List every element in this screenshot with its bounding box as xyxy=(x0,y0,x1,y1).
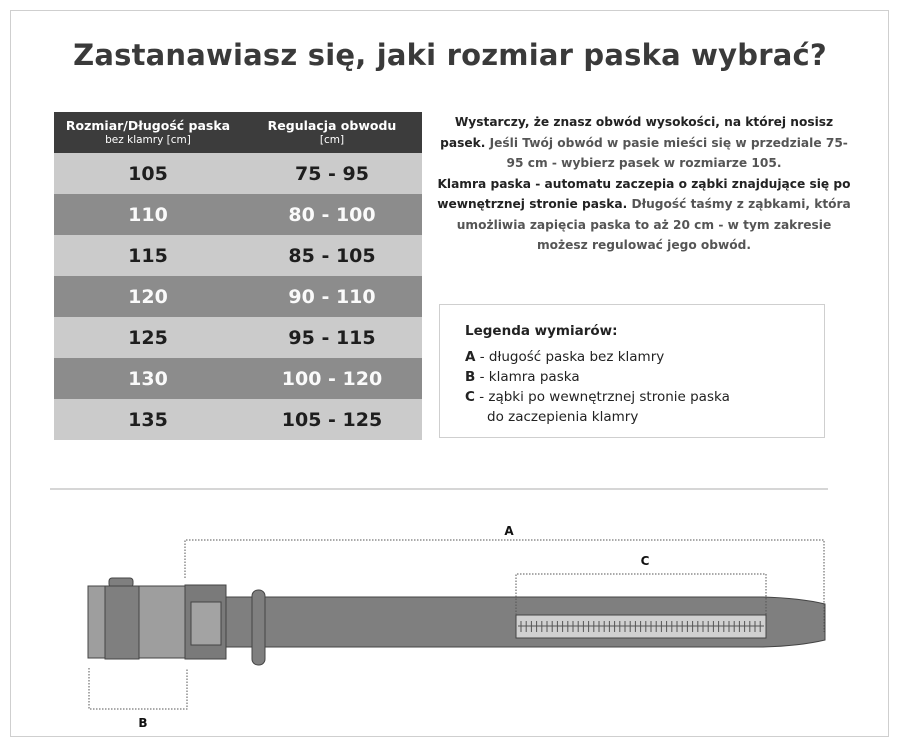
desc-part: Wystarczy, że znasz obwód wysokości, na … xyxy=(440,115,834,150)
legend-item: B - klamra paska xyxy=(465,369,580,385)
legend-title: Legenda wymiarów: xyxy=(465,323,618,339)
legend-item: A - długość paska bez klamry xyxy=(465,349,665,365)
table-row: 110 80 - 100 xyxy=(54,194,422,235)
buckle-band xyxy=(104,585,140,660)
divider xyxy=(50,488,828,490)
page-frame xyxy=(10,10,889,737)
header-range: Regulacja obwodu [cm] xyxy=(242,112,422,153)
size-table: Rozmiar/Długość paska bez klamry [cm] Reg… xyxy=(54,112,422,440)
size-cell: 120 xyxy=(54,276,242,317)
label-c: C xyxy=(641,554,650,568)
range-cell: 105 - 125 xyxy=(242,399,422,440)
dimension-legend: Legenda wymiarów: A - długość paska bez … xyxy=(439,304,825,438)
teeth-ticks xyxy=(520,621,761,632)
description-text: Wystarczy, że znasz obwód wysokości, na … xyxy=(432,112,856,256)
range-cell: 75 - 95 xyxy=(242,153,422,194)
desc-part: Jeśli Twój obwód w pasie mieści się w pr… xyxy=(485,135,848,171)
range-cell: 95 - 115 xyxy=(242,317,422,358)
range-cell: 100 - 120 xyxy=(242,358,422,399)
size-cell: 135 xyxy=(54,399,242,440)
dimension-c-line xyxy=(515,573,767,615)
belt-loop xyxy=(251,589,266,666)
header-size: Rozmiar/Długość paska bez klamry [cm] xyxy=(54,112,242,153)
table-row: 115 85 - 105 xyxy=(54,235,422,276)
range-cell: 85 - 105 xyxy=(242,235,422,276)
range-cell: 80 - 100 xyxy=(242,194,422,235)
dimension-b-line xyxy=(88,668,188,710)
size-cell: 115 xyxy=(54,235,242,276)
table-row: 105 75 - 95 xyxy=(54,153,422,194)
table-row: 135 105 - 125 xyxy=(54,399,422,440)
desc-part: Klamra paska - automatu zaczepia o ząbki… xyxy=(437,176,851,212)
table-row: 120 90 - 110 xyxy=(54,276,422,317)
table-header: Rozmiar/Długość paska bez klamry [cm] Reg… xyxy=(54,112,422,153)
dimension-a-line xyxy=(184,539,825,632)
range-cell: 90 - 110 xyxy=(242,276,422,317)
legend-item: C - ząbki po wewnętrznej stronie paska do… xyxy=(465,389,730,425)
size-cell: 130 xyxy=(54,358,242,399)
page-title: Zastanawiasz się, jaki rozmiar paska wyb… xyxy=(73,38,827,72)
size-cell: 110 xyxy=(54,194,242,235)
buckle-window xyxy=(190,601,222,646)
table-row: 130 100 - 120 xyxy=(54,358,422,399)
size-cell: 105 xyxy=(54,153,242,194)
label-b: B xyxy=(138,716,147,730)
label-a: A xyxy=(504,524,514,538)
size-cell: 125 xyxy=(54,317,242,358)
table-row: 125 95 - 115 xyxy=(54,317,422,358)
desc-part: Długość taśmy z ząbkami, która umożliwia… xyxy=(456,197,851,252)
